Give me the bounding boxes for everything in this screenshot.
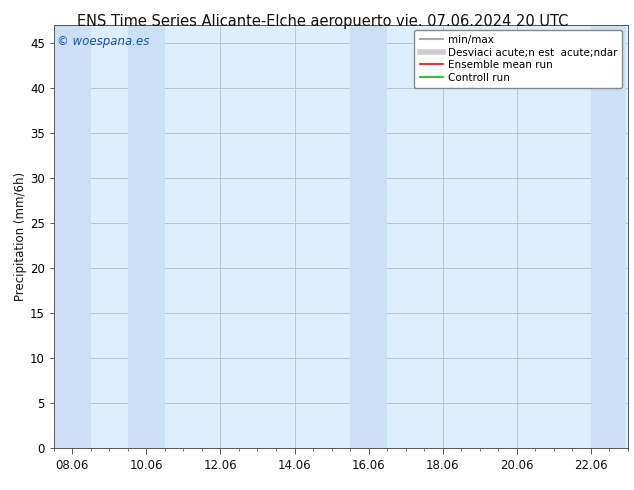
Y-axis label: Precipitation (mm/6h): Precipitation (mm/6h) xyxy=(14,172,27,301)
Bar xyxy=(350,24,387,448)
Bar xyxy=(54,24,91,448)
Bar xyxy=(128,24,165,448)
Text: © woespana.es: © woespana.es xyxy=(57,35,149,48)
Legend: min/max, Desviaci acute;n est  acute;ndar, Ensemble mean run, Controll run: min/max, Desviaci acute;n est acute;ndar… xyxy=(415,30,623,88)
Text: ENS Time Series Alicante-Elche aeropuerto: ENS Time Series Alicante-Elche aeropuert… xyxy=(77,14,392,29)
Bar xyxy=(591,24,626,448)
Text: vie. 07.06.2024 20 UTC: vie. 07.06.2024 20 UTC xyxy=(396,14,568,29)
